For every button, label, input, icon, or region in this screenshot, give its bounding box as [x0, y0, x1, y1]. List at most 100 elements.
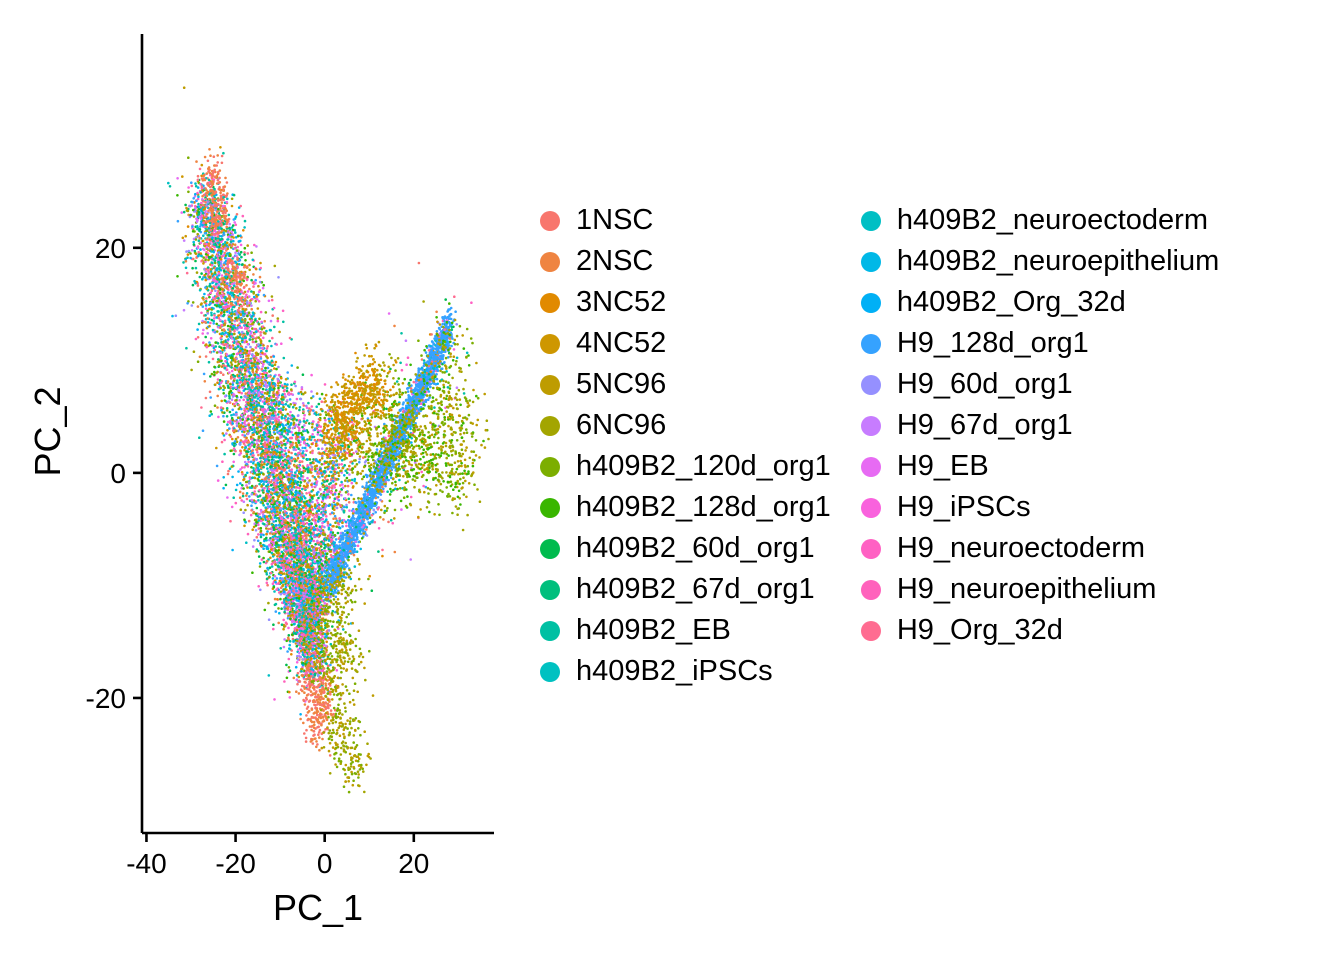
point-4687 [211, 300, 215, 304]
point-4240 [245, 455, 249, 458]
point-3331 [275, 558, 279, 561]
point-3990 [212, 258, 215, 261]
point-4967 [246, 432, 250, 436]
point-3065 [251, 311, 255, 315]
point-4993 [288, 600, 291, 604]
point-1973 [262, 533, 265, 537]
point-4784 [196, 178, 200, 182]
point-4084 [228, 243, 231, 246]
point-4543 [187, 249, 191, 253]
point-1818 [204, 307, 208, 311]
point-3486 [252, 462, 255, 465]
point-3341 [225, 335, 229, 338]
point-3068 [235, 398, 238, 402]
point-3749 [223, 310, 226, 314]
point-1161 [234, 301, 237, 304]
point-2256 [241, 214, 245, 218]
point-3794 [212, 240, 215, 243]
point-4783 [264, 506, 268, 510]
point-1752 [230, 204, 234, 208]
point-4731 [272, 498, 275, 502]
point-3868 [282, 398, 285, 401]
point-4090 [223, 323, 226, 327]
point-3121 [233, 329, 236, 333]
point-876 [264, 311, 268, 314]
point-3662 [210, 261, 213, 264]
point-1235 [243, 251, 246, 254]
point-4138 [243, 319, 247, 322]
point-1714 [270, 298, 274, 302]
point-893 [212, 319, 215, 323]
point-3632 [259, 331, 263, 334]
point-233 [270, 344, 273, 348]
point-4174 [201, 259, 204, 262]
point-4915 [202, 216, 206, 219]
point-1831 [216, 394, 219, 398]
point-1970 [288, 643, 292, 647]
point-426 [282, 356, 286, 360]
point-4697 [227, 235, 230, 239]
point-2548 [184, 266, 188, 270]
point-4798 [198, 436, 201, 440]
point-2582 [296, 671, 300, 675]
point-3785 [250, 498, 254, 502]
point-3544 [243, 285, 246, 289]
point-3086 [223, 395, 227, 398]
point-3501 [232, 447, 236, 450]
point-2498 [221, 460, 224, 464]
point-234 [248, 486, 252, 489]
point-4886 [224, 342, 228, 346]
point-181 [190, 181, 193, 184]
point-4902 [192, 208, 195, 212]
point-3915 [235, 394, 238, 398]
point-1706 [263, 331, 266, 335]
point-3888 [221, 432, 225, 435]
point-2264 [223, 386, 226, 390]
point-4060 [244, 445, 248, 449]
point-4695 [204, 278, 208, 282]
point-3522 [268, 532, 272, 535]
point-1513 [300, 387, 304, 391]
point-674 [233, 319, 237, 323]
point-4938 [218, 291, 222, 295]
point-1434 [260, 558, 264, 561]
point-504 [238, 322, 241, 325]
point-3958 [300, 670, 303, 673]
point-1109 [246, 290, 250, 293]
point-3004 [209, 337, 213, 340]
point-1060 [220, 440, 224, 444]
point-1288 [208, 350, 212, 354]
point-4428 [202, 256, 205, 259]
point-2934 [296, 456, 300, 460]
point-4767 [263, 352, 267, 356]
point-4909 [231, 287, 235, 290]
point-3405 [230, 375, 234, 379]
point-1823 [281, 309, 285, 313]
point-1498 [222, 388, 225, 392]
point-4713 [265, 532, 268, 536]
point-403 [231, 408, 234, 412]
point-2291 [213, 383, 217, 387]
point-2346 [244, 392, 248, 395]
point-3585 [207, 258, 210, 262]
point-3766 [266, 502, 270, 506]
point-1618 [222, 328, 226, 331]
point-2507 [192, 240, 195, 244]
point-1225 [295, 678, 299, 681]
point-1620 [192, 215, 196, 218]
point-2776 [213, 373, 216, 377]
point-991 [271, 478, 275, 482]
point-945 [216, 406, 219, 409]
point-4924 [265, 329, 268, 333]
point-1339 [244, 520, 247, 524]
point-4481 [247, 295, 251, 298]
point-3840 [232, 392, 235, 396]
point-4774 [260, 479, 264, 483]
point-4283 [251, 451, 255, 455]
point-2966 [296, 366, 299, 369]
point-4423 [244, 349, 247, 352]
point-2016 [259, 334, 263, 337]
point-705 [222, 476, 225, 479]
point-4288 [223, 366, 227, 370]
